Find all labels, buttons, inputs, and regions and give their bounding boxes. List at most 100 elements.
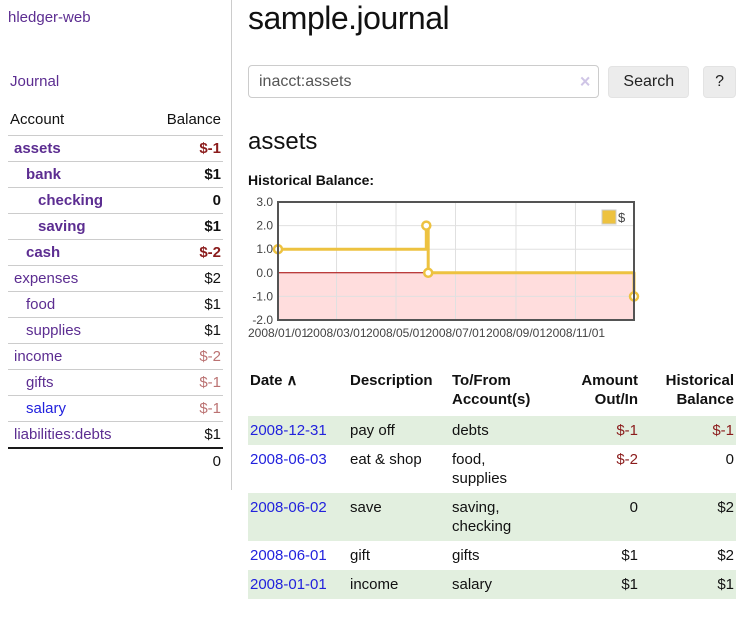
- transaction-accounts: saving, checking: [452, 499, 512, 535]
- transaction-date-link[interactable]: 2008-06-02: [250, 499, 327, 516]
- account-balance: $2: [145, 265, 223, 292]
- transaction-amount: $1: [621, 576, 638, 593]
- transaction-description: save: [350, 499, 382, 516]
- account-balance: $1: [145, 317, 223, 344]
- svg-text:2.0: 2.0: [256, 219, 273, 233]
- search-form: × Search ?: [248, 65, 736, 98]
- account-link[interactable]: bank: [26, 166, 62, 183]
- account-balance: $-1: [145, 369, 223, 396]
- account-link[interactable]: income: [14, 348, 63, 365]
- register-header-date: Date ∧: [248, 369, 348, 416]
- register-header-row: Date ∧ Description To/From Account(s) Amou…: [248, 369, 736, 416]
- svg-text:0.0: 0.0: [256, 266, 273, 280]
- page-title: sample.journal: [248, 0, 450, 36]
- transaction-balance: $2: [717, 547, 734, 564]
- account-balance: $-2: [145, 239, 223, 266]
- account-row: gifts $-1: [8, 369, 223, 396]
- transaction-row: 2008-12-31 pay off debts $-1 $-1: [248, 416, 736, 445]
- account-row: expenses $2: [8, 265, 223, 292]
- transaction-description: gift: [350, 547, 371, 564]
- register-header-amount: Amount Out/In: [581, 372, 638, 408]
- transaction-row: 2008-01-01 income salary $1 $1: [248, 570, 736, 599]
- transaction-date-link[interactable]: 2008-06-01: [250, 547, 327, 564]
- main-content: sample.journal × Search ? assets Histori…: [232, 0, 742, 617]
- transaction-date-link[interactable]: 2008-01-01: [250, 576, 327, 593]
- accounts-total-row: 0: [8, 447, 223, 474]
- account-row: salary $-1: [8, 395, 223, 422]
- account-balance: $1: [145, 421, 223, 448]
- svg-text:1.0: 1.0: [256, 242, 273, 256]
- register-table: Date ∧ Description To/From Account(s) Amou…: [248, 369, 736, 599]
- account-link[interactable]: cash: [26, 244, 61, 261]
- search-button[interactable]: Search: [608, 65, 690, 98]
- svg-text:2008/07/01: 2008/07/01: [425, 326, 485, 340]
- account-link[interactable]: liabilities:debts: [14, 426, 112, 443]
- transaction-row: 2008-06-03 eat & shop food, supplies $-2…: [248, 445, 736, 493]
- sort-ascending-icon: ∧: [286, 372, 298, 389]
- account-row: income $-2: [8, 343, 223, 370]
- transaction-amount: 0: [629, 499, 638, 516]
- historical-balance-chart: 3.0 2.0 1.0 0.0 -1.0 -2.02008/01/012008/03/01…: [248, 195, 640, 340]
- transaction-date-link[interactable]: 2008-06-03: [250, 451, 327, 468]
- clear-search-icon[interactable]: ×: [579, 71, 591, 92]
- transaction-accounts: salary: [452, 576, 493, 593]
- transaction-accounts: debts: [452, 422, 489, 439]
- transaction-amount: $-1: [616, 422, 638, 439]
- app-title-link[interactable]: hledger-web: [8, 9, 91, 26]
- accounts-total-balance: 0: [145, 447, 223, 474]
- account-link[interactable]: expenses: [14, 270, 79, 287]
- account-row: bank $1: [8, 161, 223, 188]
- account-balance: $1: [145, 161, 223, 188]
- transaction-amount: $1: [621, 547, 638, 564]
- account-balance: $-1: [145, 135, 223, 162]
- transaction-description: eat & shop: [350, 451, 422, 468]
- transaction-balance: $1: [717, 576, 734, 593]
- transaction-date-link[interactable]: 2008-12-31: [250, 422, 327, 439]
- account-balance: $-2: [145, 343, 223, 370]
- svg-text:2008/03/01: 2008/03/01: [306, 326, 366, 340]
- account-row: saving $1: [8, 213, 223, 240]
- account-link[interactable]: assets: [14, 140, 61, 157]
- help-button[interactable]: ?: [703, 65, 736, 98]
- account-row: assets $-1: [8, 135, 223, 162]
- account-balance: $1: [145, 213, 223, 240]
- register-header-description: Description: [350, 372, 433, 389]
- account-heading: assets: [248, 128, 318, 155]
- chart-title: Historical Balance:: [248, 172, 375, 188]
- svg-text:-2.0: -2.0: [252, 313, 273, 327]
- svg-text:2008/01/01: 2008/01/01: [248, 326, 308, 340]
- search-input-wrap: ×: [248, 65, 600, 98]
- account-balance: $1: [145, 291, 223, 318]
- svg-text:2008/11/01: 2008/11/01: [546, 326, 605, 340]
- account-link[interactable]: salary: [26, 400, 67, 417]
- sort-by-date-link[interactable]: Date ∧: [250, 372, 298, 389]
- svg-text:2008/05/01: 2008/05/01: [366, 326, 426, 340]
- transaction-amount: $-2: [616, 451, 638, 468]
- transaction-accounts: food, supplies: [452, 451, 508, 487]
- account-link[interactable]: food: [26, 296, 56, 313]
- account-link[interactable]: gifts: [26, 374, 54, 391]
- sidebar-item-journal[interactable]: Journal: [10, 73, 60, 90]
- account-row: supplies $1: [8, 317, 223, 344]
- transaction-description: pay off: [350, 422, 395, 439]
- register-header-accounts: To/From Account(s): [452, 372, 531, 408]
- svg-text:$: $: [618, 210, 626, 225]
- transaction-accounts: gifts: [452, 547, 480, 564]
- account-row: checking 0: [8, 187, 223, 214]
- accounts-header-balance: Balance: [166, 111, 221, 128]
- account-row: liabilities:debts $1: [8, 421, 223, 448]
- account-row: cash $-2: [8, 239, 223, 266]
- account-link[interactable]: supplies: [26, 322, 82, 339]
- account-link[interactable]: checking: [38, 192, 104, 209]
- account-balance: $-1: [145, 395, 223, 422]
- sidebar: hledger-web Journal Account Balance asse…: [0, 0, 232, 490]
- register-header-balance: Historical Balance: [665, 372, 734, 408]
- account-link[interactable]: saving: [38, 218, 86, 235]
- transaction-row: 2008-06-01 gift gifts $1 $2: [248, 541, 736, 570]
- transaction-balance: $-1: [712, 422, 734, 439]
- search-input[interactable]: [248, 65, 600, 98]
- transaction-description: income: [350, 576, 399, 593]
- accounts-header-account: Account: [10, 111, 65, 128]
- account-row: food $1: [8, 291, 223, 318]
